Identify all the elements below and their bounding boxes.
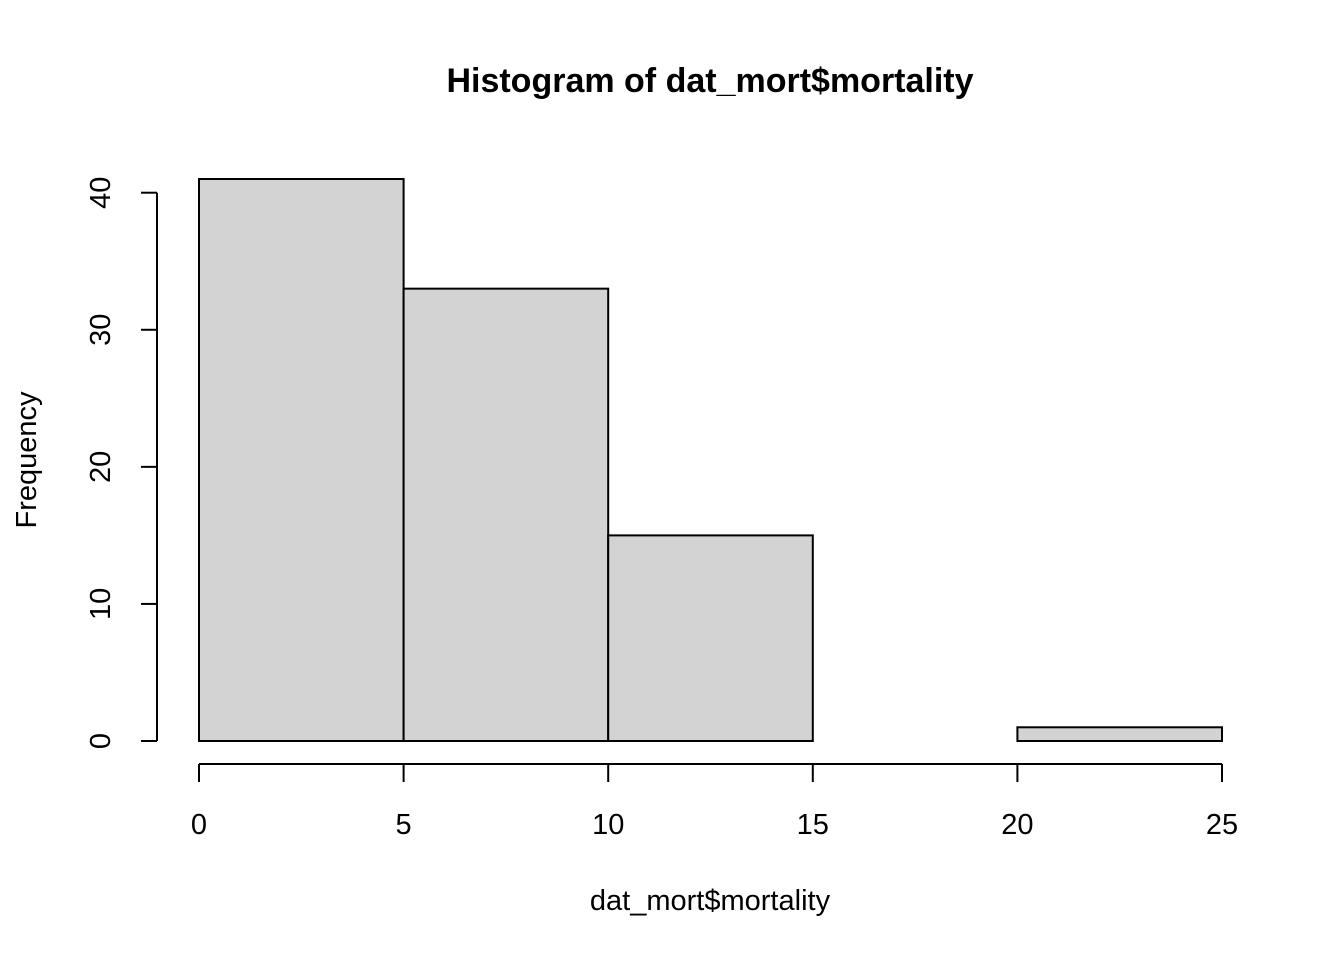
y-tick-label-40: 40: [85, 177, 117, 209]
x-tick-label-25: 25: [1206, 809, 1238, 841]
x-tick-label-15: 15: [797, 809, 829, 841]
chart-title: Histogram of dat_mort$mortality: [446, 62, 973, 100]
y-tick-label-30: 30: [85, 314, 117, 346]
x-axis: 0 5 10 15 20 25: [191, 763, 1238, 841]
histogram-bar-0-5: [198, 178, 405, 742]
y-tick-label-0: 0: [85, 733, 117, 749]
y-tick-label-20: 20: [85, 451, 117, 483]
x-tick-label-10: 10: [592, 809, 624, 841]
y-tick-label-10: 10: [85, 588, 117, 620]
y-axis: 0 10 20 30 40: [85, 177, 158, 749]
x-tick-label-0: 0: [191, 809, 207, 841]
y-axis-label: Frequency: [11, 391, 43, 529]
x-tick-label-20: 20: [1001, 809, 1033, 841]
histogram-bar-5-10: [402, 287, 610, 742]
histogram-bar-20-25: [1016, 726, 1224, 742]
x-axis-label: dat_mort$mortality: [590, 885, 831, 917]
x-tick-label-5: 5: [396, 809, 412, 841]
histogram-bar-10-15: [607, 534, 814, 743]
histogram-bars: [198, 178, 1224, 743]
